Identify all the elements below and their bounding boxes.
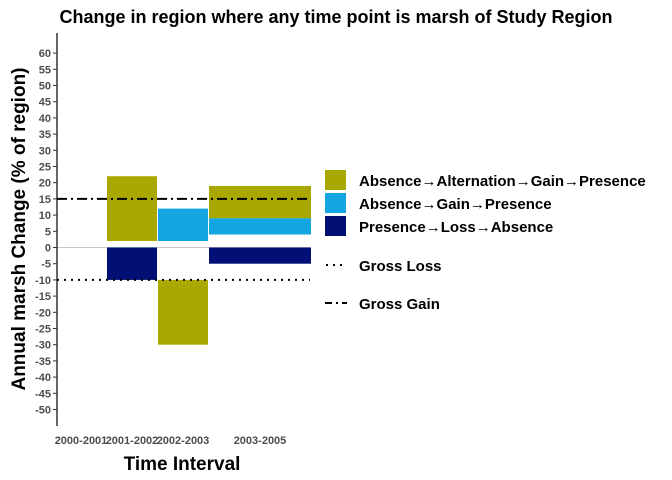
y-ticks-group: 605550454035302520151050-5-10-15-20-25-3…: [35, 48, 57, 417]
y-tick-label: 25: [39, 162, 51, 174]
x-tick-label: 2000-2001: [55, 435, 108, 447]
chart-title: Change in region where any time point is…: [59, 7, 613, 27]
legend-label: Gross Loss: [359, 258, 442, 275]
reference-lines-group: [57, 197, 310, 281]
bar-2003-2005-5: [209, 218, 311, 235]
legend-label: Absence→Gain→Presence: [359, 196, 552, 213]
legend-label: Presence→Loss→Absence: [359, 219, 553, 236]
bar-2001-2002-0: [107, 176, 157, 242]
bar-2001-2002-3: [107, 247, 157, 280]
bar-2003-2005-4: [209, 185, 311, 219]
y-tick-label: 45: [39, 97, 51, 109]
legend-swatch: [325, 216, 346, 236]
y-tick-label: -45: [35, 388, 51, 400]
legend-label: Gross Gain: [359, 296, 440, 313]
x-tick-label: 2001-2002: [106, 435, 159, 447]
y-tick-label: 50: [39, 81, 51, 93]
legend-label: Absence→Alternation→Gain→Presence: [359, 173, 646, 190]
y-tick-label: -10: [35, 275, 51, 287]
y-tick-label: 35: [39, 129, 51, 141]
y-tick-label: -30: [35, 340, 51, 352]
legend: Absence→Alternation→Gain→Presence Absence…: [325, 170, 646, 313]
y-axis-title: Annual marsh Change (% of region): [9, 67, 30, 390]
y-tick-label: -40: [35, 372, 51, 384]
y-tick-label: 60: [39, 48, 51, 60]
legend-swatch: [325, 193, 346, 213]
y-tick-label: 0: [45, 243, 51, 255]
legend-swatch: [325, 170, 346, 190]
bars-group: [107, 176, 311, 345]
y-tick-label: 5: [45, 226, 51, 238]
bar-2002-2003-2: [158, 208, 208, 242]
y-tick-label: 10: [39, 210, 51, 222]
y-tick-label: -20: [35, 307, 51, 319]
y-tick-label: 30: [39, 145, 51, 157]
x-axis-title: Time Interval: [124, 454, 241, 475]
y-tick-label: -50: [35, 405, 51, 417]
bar-2002-2003-1: [158, 279, 208, 345]
x-tick-label: 2003-2005: [234, 435, 287, 447]
y-tick-label: 40: [39, 113, 51, 125]
y-tick-label: -25: [35, 324, 51, 336]
y-tick-label: 55: [39, 64, 51, 76]
y-tick-label: 15: [39, 194, 51, 206]
y-tick-label: -5: [41, 259, 51, 271]
y-tick-label: -35: [35, 356, 51, 368]
y-tick-label: -15: [35, 291, 51, 303]
x-tick-label: 2002-2003: [157, 435, 210, 447]
y-tick-label: 20: [39, 178, 51, 190]
bar-2003-2005-6: [209, 247, 311, 264]
